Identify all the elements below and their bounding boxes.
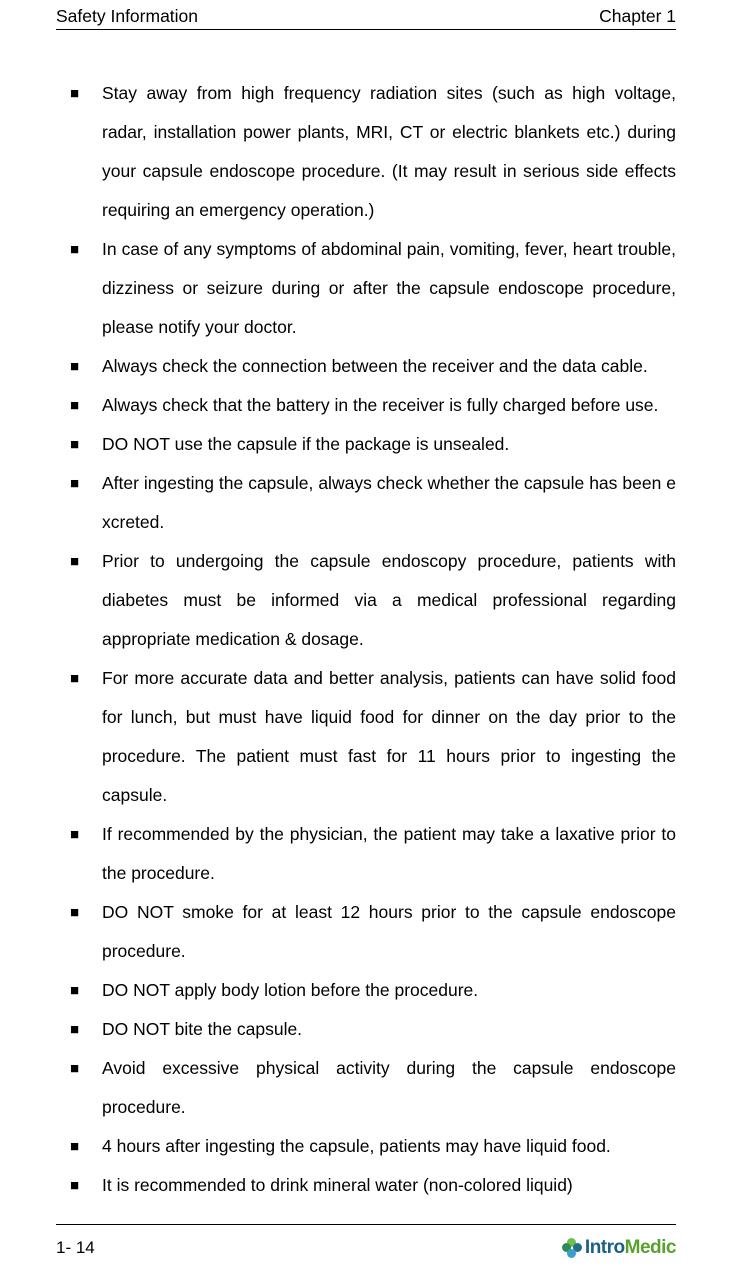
list-item: ■ DO NOT smoke for at least 12 hours pri…: [66, 893, 676, 971]
logo-text-part2: Medic: [625, 1237, 676, 1258]
list-item: ■ 4 hours after ingesting the capsule, p…: [66, 1127, 676, 1166]
list-item: ■ DO NOT use the capsule if the package …: [66, 425, 676, 464]
bullet-text: It is recommended to drink mineral water…: [102, 1166, 676, 1205]
list-item: ■ Avoid excessive physical activity duri…: [66, 1049, 676, 1127]
bullet-text: Prior to undergoing the capsule endoscop…: [102, 542, 676, 659]
page-header: Safety Information Chapter 1: [56, 0, 676, 30]
bullet-square-icon: ■: [66, 893, 102, 932]
bullet-text: After ingesting the capsule, always chec…: [102, 464, 676, 542]
bullet-text: 4 hours after ingesting the capsule, pat…: [102, 1127, 676, 1166]
bullet-square-icon: ■: [66, 1166, 102, 1205]
bullet-square-icon: ■: [66, 74, 102, 113]
content-body: ■ Stay away from high frequency radiatio…: [56, 30, 676, 1205]
bullet-text: DO NOT bite the capsule.: [102, 1010, 676, 1049]
bullet-square-icon: ■: [66, 386, 102, 425]
bullet-text: DO NOT apply body lotion before the proc…: [102, 971, 676, 1010]
list-item: ■ After ingesting the capsule, always ch…: [66, 464, 676, 542]
bullet-text: Always check the connection between the …: [102, 347, 676, 386]
header-right: Chapter 1: [599, 6, 676, 27]
clover-icon: [562, 1238, 582, 1258]
bullet-text: DO NOT use the capsule if the package is…: [102, 425, 676, 464]
brand-logo: IntroMedic: [562, 1237, 676, 1259]
list-item: ■ Always check the connection between th…: [66, 347, 676, 386]
bullet-square-icon: ■: [66, 230, 102, 269]
page-number: 1- 14: [56, 1238, 95, 1258]
bullet-text: Always check that the battery in the rec…: [102, 386, 676, 425]
list-item: ■ If recommended by the physician, the p…: [66, 815, 676, 893]
bullet-square-icon: ■: [66, 464, 102, 503]
bullet-square-icon: ■: [66, 971, 102, 1010]
page-footer: 1- 14 IntroMedic: [56, 1224, 676, 1259]
list-item: ■ DO NOT apply body lotion before the pr…: [66, 971, 676, 1010]
bullet-text: DO NOT smoke for at least 12 hours prior…: [102, 893, 676, 971]
bullet-text: Avoid excessive physical activity during…: [102, 1049, 676, 1127]
list-item: ■ Stay away from high frequency radiatio…: [66, 74, 676, 230]
bullet-square-icon: ■: [66, 425, 102, 464]
bullet-square-icon: ■: [66, 1127, 102, 1166]
bullet-square-icon: ■: [66, 815, 102, 854]
list-item: ■ DO NOT bite the capsule.: [66, 1010, 676, 1049]
bullet-square-icon: ■: [66, 659, 102, 698]
bullet-square-icon: ■: [66, 1049, 102, 1088]
logo-text-part1: Intro: [585, 1237, 625, 1258]
logo-text: IntroMedic: [585, 1237, 676, 1259]
bullet-square-icon: ■: [66, 542, 102, 581]
bullet-square-icon: ■: [66, 347, 102, 386]
bullet-text: If recommended by the physician, the pat…: [102, 815, 676, 893]
bullet-square-icon: ■: [66, 1010, 102, 1049]
list-item: ■ Always check that the battery in the r…: [66, 386, 676, 425]
page: Safety Information Chapter 1 ■ Stay away…: [0, 0, 732, 1285]
bullet-text: For more accurate data and better analys…: [102, 659, 676, 815]
bullet-text: Stay away from high frequency radiation …: [102, 74, 676, 230]
bullet-text: In case of any symptoms of abdominal pai…: [102, 230, 676, 347]
list-item: ■ It is recommended to drink mineral wat…: [66, 1166, 676, 1205]
header-left: Safety Information: [56, 6, 198, 27]
list-item: ■ Prior to undergoing the capsule endosc…: [66, 542, 676, 659]
list-item: ■ For more accurate data and better anal…: [66, 659, 676, 815]
list-item: ■ In case of any symptoms of abdominal p…: [66, 230, 676, 347]
